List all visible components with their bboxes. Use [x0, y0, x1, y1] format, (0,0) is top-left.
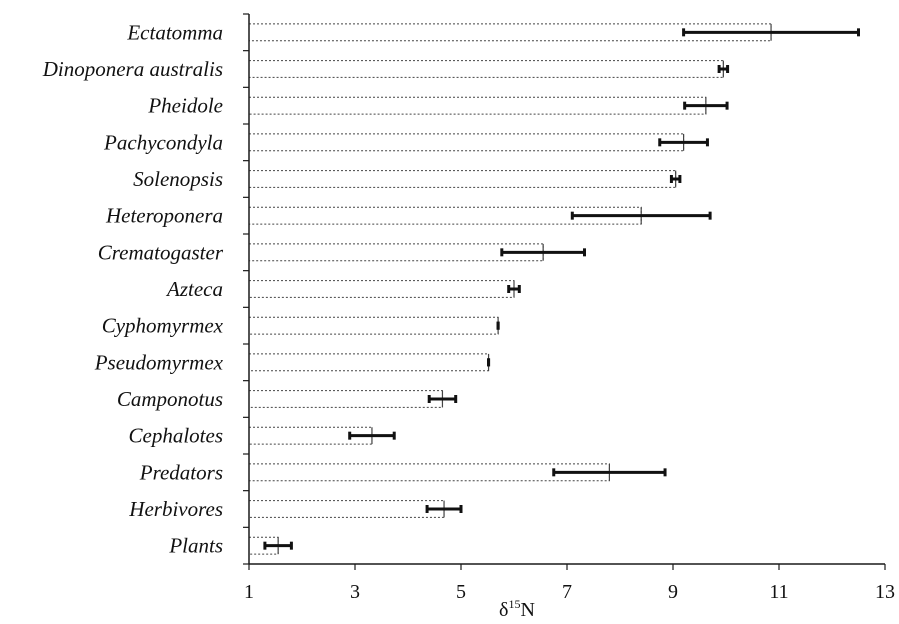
x-ticks: 1 3 5 7 9 11 13: [244, 564, 895, 603]
category-label-dinoponera-australis: Dinoponera australis: [42, 57, 223, 81]
x-tick-label: 11: [769, 581, 788, 603]
bar-pachycondyla: [248, 133, 685, 152]
category-label-camponotus: Camponotus: [117, 387, 223, 411]
error-bar-plants: [263, 541, 293, 550]
x-tick-label: 13: [875, 581, 895, 603]
bar-crematogaster: [248, 243, 544, 262]
category-label-plants: Plants: [168, 534, 223, 558]
category-label-cephalotes: Cephalotes: [129, 424, 224, 448]
bars-layer: [243, 13, 772, 565]
category-label-predators: Predators: [139, 460, 223, 484]
category-label-pachycondyla: Pachycondyla: [103, 130, 223, 154]
category-label-pheidole: Pheidole: [147, 94, 223, 118]
category-labels: Ectatomma Dinoponera australis Pheidole Pac…: [42, 20, 224, 557]
error-bars-layer: [263, 28, 860, 550]
error-bar-camponotus: [427, 395, 458, 403]
error-bar-ectatomma: [682, 28, 860, 37]
bar-herbivores: [248, 500, 445, 518]
error-bar-azteca: [507, 285, 521, 293]
category-label-ectatomma: Ectatomma: [126, 20, 223, 44]
error-bar-pheidole: [683, 101, 729, 110]
bar-camponotus: [248, 390, 443, 408]
bar-azteca: [248, 280, 515, 298]
category-label-heteroponera: Heteroponera: [105, 204, 223, 228]
category-label-herbivores: Herbivores: [128, 497, 223, 521]
bar-pseudomyrmex: [248, 353, 490, 372]
bar-pheidole: [248, 96, 707, 115]
bar-cephalotes: [248, 426, 373, 445]
bar-solenopsis: [248, 170, 677, 188]
x-tick-label: 9: [668, 581, 678, 603]
x-axis-title: δ15N: [499, 597, 535, 621]
error-bar-crematogaster: [500, 248, 586, 257]
error-bar-predators: [552, 468, 667, 477]
x-axis-title-symbol: δ: [499, 599, 508, 621]
x-tick-label: 3: [350, 581, 360, 603]
bar-dinoponera-australis: [248, 60, 724, 78]
error-bar-solenopsis: [669, 175, 682, 183]
x-tick-label: 1: [244, 581, 254, 603]
bar-cyphomyrmex: [248, 316, 499, 335]
error-bar-cephalotes: [348, 431, 396, 440]
error-bar-pachycondyla: [658, 138, 709, 147]
category-label-cyphomyrmex: Cyphomyrmex: [102, 314, 224, 338]
category-label-crematogaster: Crematogaster: [98, 240, 224, 264]
x-axis-title-element: N: [520, 599, 534, 621]
x-tick-label: 5: [456, 581, 466, 603]
category-label-pseudomyrmex: Pseudomyrmex: [94, 350, 224, 374]
category-label-azteca: Azteca: [165, 277, 223, 301]
x-axis-title-superscript: 15: [508, 597, 520, 611]
error-bar-heteroponera: [570, 211, 712, 220]
x-tick-label: 7: [562, 581, 572, 603]
error-bar-dinoponera-australis: [717, 65, 730, 73]
category-label-solenopsis: Solenopsis: [133, 167, 223, 191]
error-bar-herbivores: [425, 505, 463, 513]
